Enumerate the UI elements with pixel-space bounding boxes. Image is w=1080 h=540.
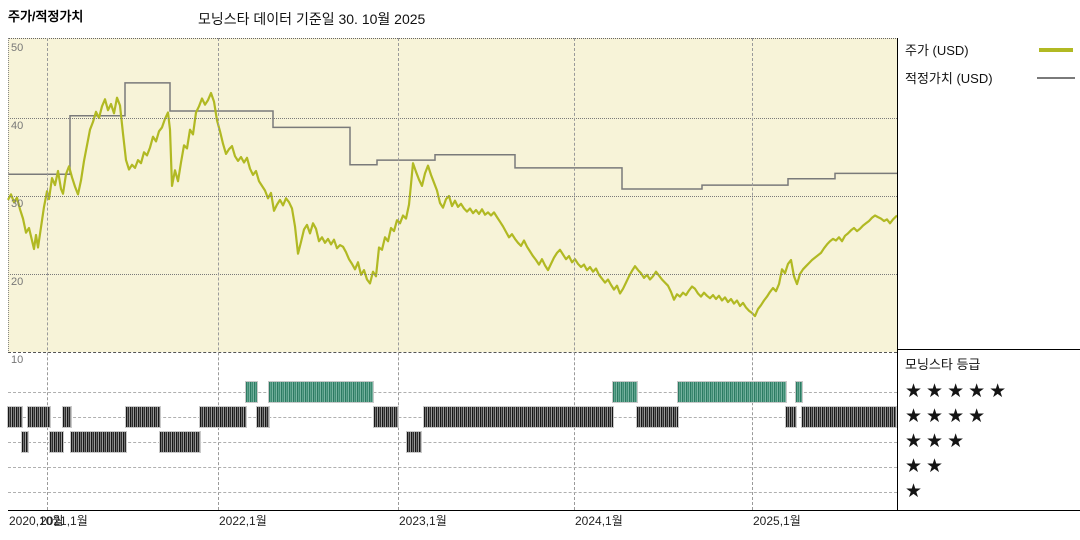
rating-bar-4-star (126, 407, 160, 427)
rating-row-guide-3-star (8, 442, 897, 443)
rating-stars-2: ★★ (905, 456, 948, 477)
rating-bar-4-star (63, 407, 71, 427)
rating-bar-4-star (28, 407, 50, 427)
y-axis-tick-label: 50 (11, 42, 24, 54)
x-axis-tick-label: 2022,1월 (219, 514, 267, 528)
chart-title: 모닝스타 데이터 기준일 30. 10월 2025 (198, 11, 426, 27)
v-gridline (47, 38, 48, 510)
rating-bar-3-star (50, 432, 63, 452)
rating-row-guide-5-star (8, 392, 897, 393)
y-axis-tick-label: 10 (11, 354, 24, 366)
fair-value-legend-label: 적정가치 (USD) (905, 71, 993, 86)
rating-bar-3-star (407, 432, 421, 452)
h-gridline (8, 274, 897, 275)
legend-panel: 주가 (USD) 적정가치 (USD) (905, 40, 1075, 96)
legend-item-fair-value: 적정가치 (USD) (905, 68, 1075, 87)
rating-row-guide-2-star (8, 467, 897, 468)
x-axis-tick-label: 2024,1월 (575, 514, 623, 528)
rating-stars-1: ★ (905, 481, 927, 502)
rating-bar-4-star (200, 407, 246, 427)
rating-bar-5-star (678, 382, 786, 402)
v-gridline (573, 38, 575, 510)
rating-bar-4-star (8, 407, 22, 427)
rating-bar-5-star (269, 382, 373, 402)
y-axis-tick-label: 20 (11, 276, 24, 288)
fair-value-line-swatch (1037, 76, 1075, 79)
h-gridline (8, 196, 897, 197)
x-axis-tick-label: 2023,1월 (399, 514, 447, 528)
legend-divider (897, 349, 1080, 350)
rating-bar-5-star (246, 382, 257, 402)
rating-row-guide-1-star (8, 492, 897, 493)
rating-bar-5-star (796, 382, 802, 402)
ratings-legend-title: 모닝스타 등급 (905, 357, 981, 372)
x-axis-line (8, 510, 1080, 511)
rating-stars-3: ★★★ (905, 431, 969, 452)
rating-bar-4-star (257, 407, 269, 427)
v-gridline (398, 38, 399, 510)
x-axis-tick-label: 2021,1월 (40, 514, 88, 528)
h-gridline (8, 118, 897, 119)
price-line-swatch (1039, 47, 1073, 52)
v-gridline (218, 38, 219, 510)
plot-right-border (897, 38, 898, 510)
x-axis-tick-label: 2025,1월 (753, 514, 801, 528)
y-axis-tick-label: 30 (11, 198, 24, 210)
ratings-timeline-area (8, 352, 897, 511)
rating-stars-4: ★★★★ (905, 406, 990, 427)
rating-bar-4-star (424, 407, 613, 427)
rating-bar-4-star (786, 407, 796, 427)
price-legend-label: 주가 (USD) (905, 43, 969, 58)
rating-bar-4-star (802, 407, 896, 427)
rating-bar-4-star (637, 407, 678, 427)
rating-stars-5: ★★★★★ (905, 381, 1011, 402)
y-axis-tick-label: 40 (11, 120, 24, 132)
legend-item-price: 주가 (USD) (905, 40, 1075, 59)
rating-bar-4-star (374, 407, 398, 427)
x-axis-tick-label: 2020,10월 (9, 514, 64, 528)
rating-bar-5-star (613, 382, 637, 402)
rating-bar-3-star (22, 432, 28, 452)
rating-bar-3-star (71, 432, 126, 452)
v-gridline (752, 38, 753, 510)
rating-bar-3-star (160, 432, 200, 452)
section-title: 주가/적정가치 (8, 9, 84, 24)
